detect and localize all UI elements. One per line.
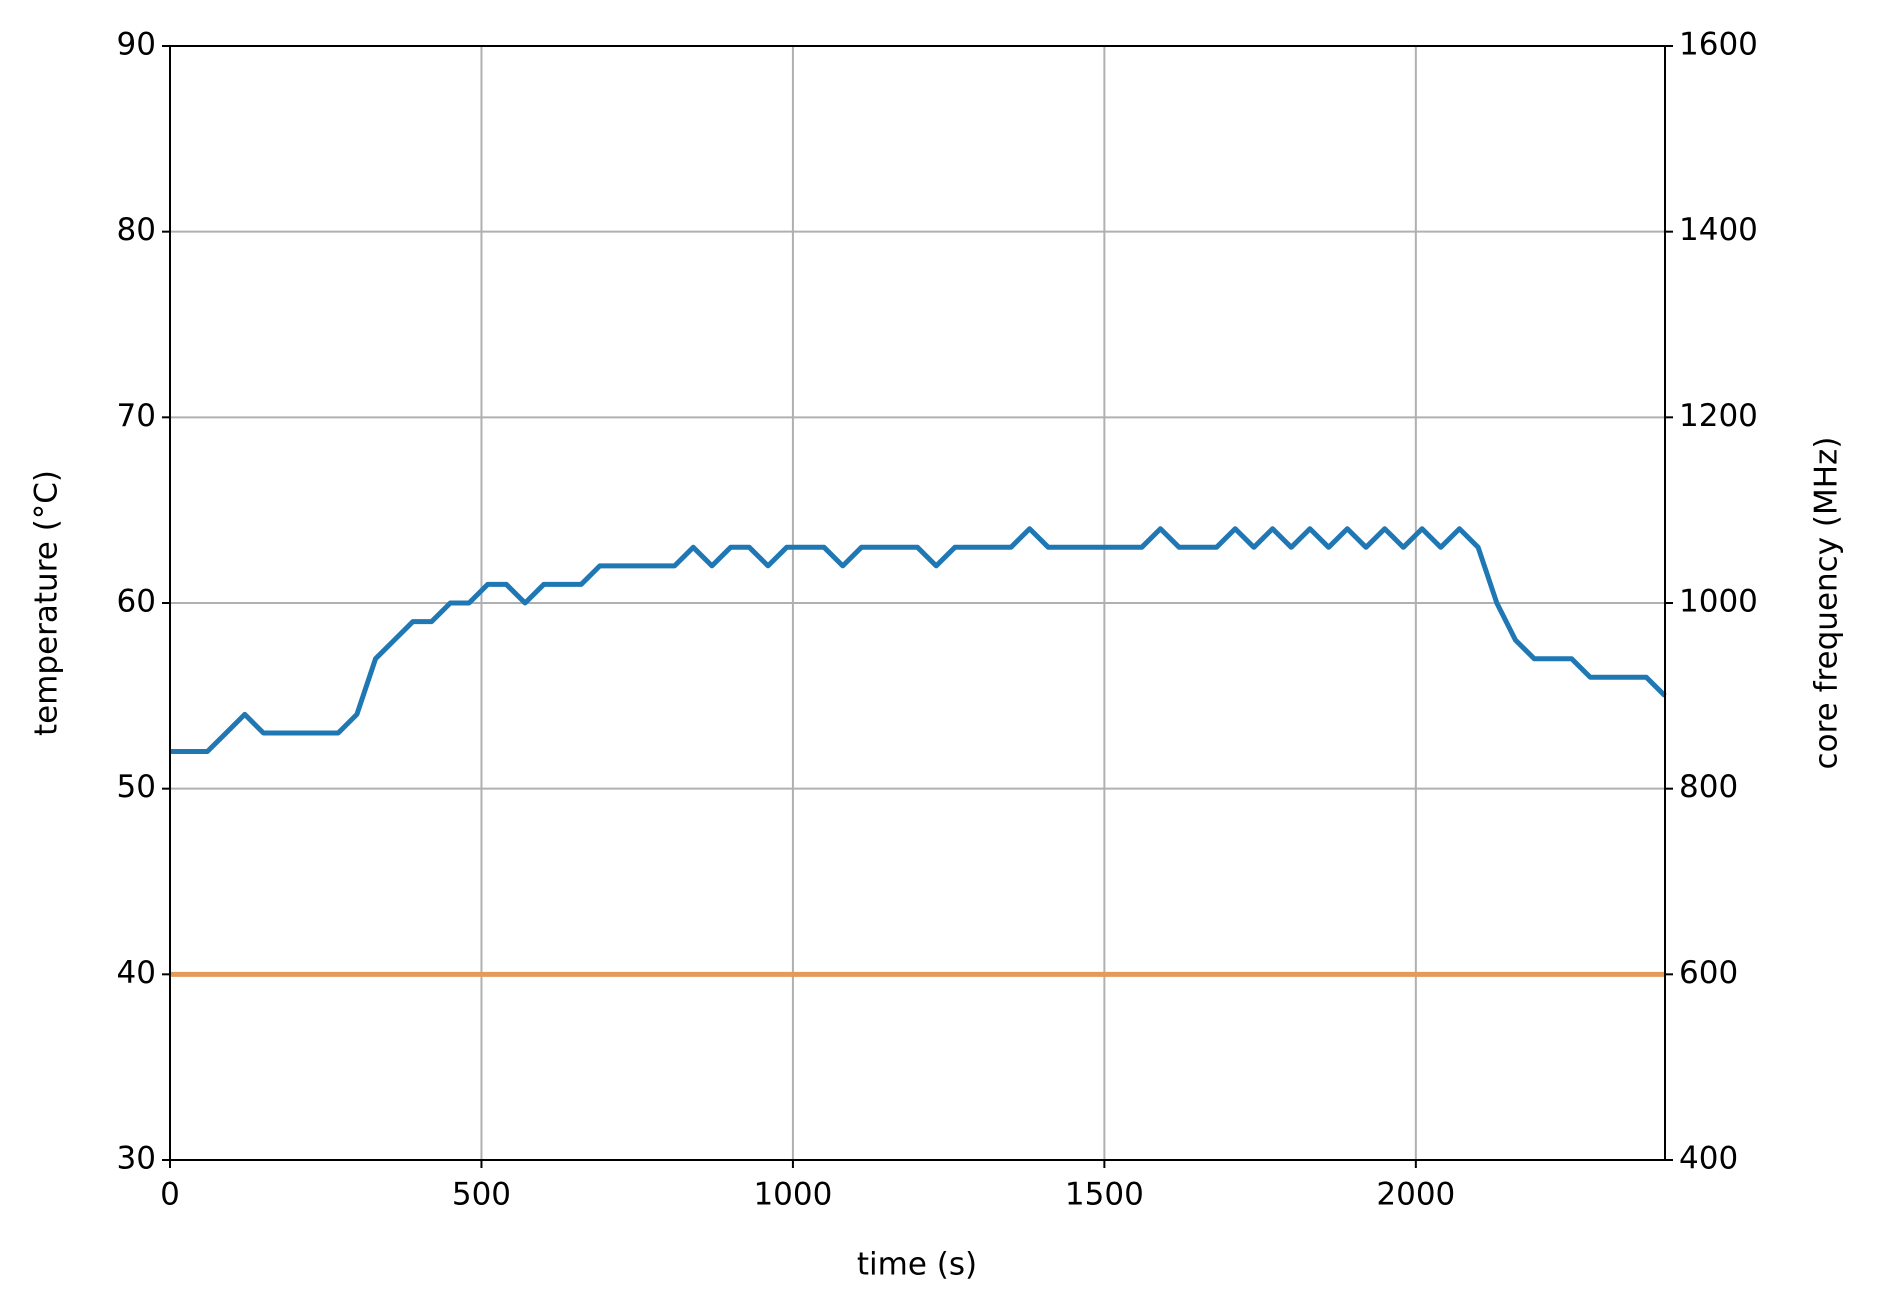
y2-tick-label: 600 [1679, 955, 1738, 991]
y-tick-label: 70 [117, 398, 156, 434]
y-tick-label: 90 [117, 27, 156, 63]
x-tick-label: 1500 [1065, 1177, 1144, 1213]
y-axis-label: temperature (°C) [29, 470, 65, 736]
y2-axis-label: core frequency (MHz) [1809, 437, 1845, 770]
data-line [170, 526, 1667, 755]
y2-tick-label: 800 [1679, 769, 1738, 805]
y-tick-label: 60 [117, 584, 156, 620]
plot-frame [169, 45, 1666, 1161]
y-tick-label: 30 [117, 1141, 156, 1177]
y-tick-label: 80 [117, 212, 156, 248]
y2-tick-label: 1200 [1679, 398, 1758, 434]
x-tick-label: 500 [452, 1177, 511, 1213]
x-tick-label: 0 [160, 1177, 180, 1213]
x-tick-label: 1000 [753, 1177, 832, 1213]
y2-tick-label: 1600 [1679, 27, 1758, 63]
x-axis-label: time (s) [857, 1247, 977, 1283]
x-tick-label: 2000 [1376, 1177, 1455, 1213]
y-tick-label: 40 [117, 955, 156, 991]
y-tick-label: 50 [117, 769, 156, 805]
y2-tick-label: 1400 [1679, 212, 1758, 248]
y2-tick-label: 400 [1679, 1141, 1738, 1177]
y2-tick-label: 1000 [1679, 584, 1758, 620]
